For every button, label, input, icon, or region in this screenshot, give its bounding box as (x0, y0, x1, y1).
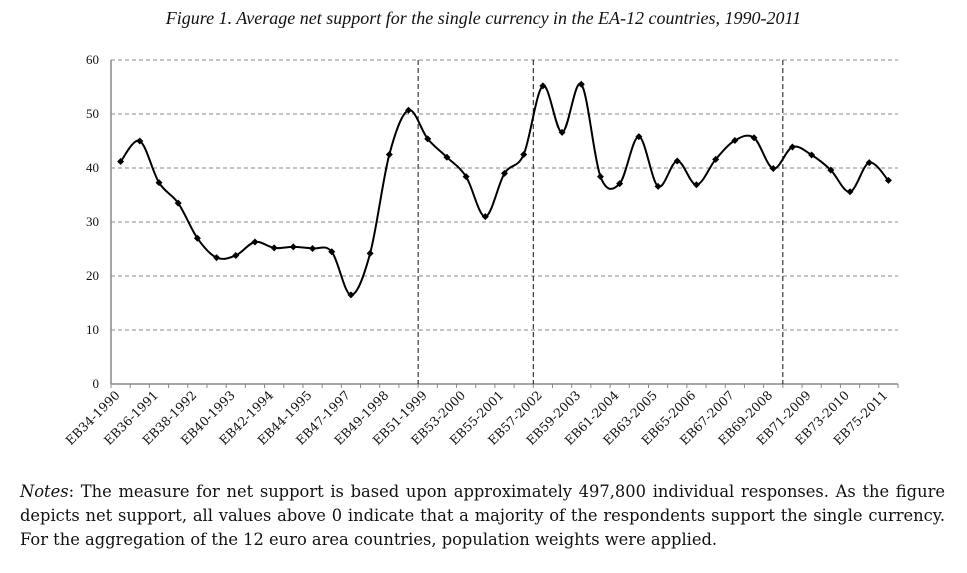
data-point (577, 80, 585, 88)
data-point (424, 135, 432, 143)
y-tick-label: 30 (86, 214, 99, 229)
y-tick-label: 20 (86, 268, 99, 283)
data-point (117, 158, 125, 166)
data-point (289, 243, 297, 251)
notes: Notes: The measure for net support is ba… (20, 480, 945, 552)
data-point (673, 157, 681, 165)
data-point (501, 169, 508, 177)
data-point (654, 182, 662, 190)
data-point (635, 133, 643, 141)
y-tick-label: 50 (86, 106, 99, 121)
data-point (539, 82, 547, 90)
data-point (366, 249, 374, 257)
data-point (596, 173, 604, 181)
data-point (136, 137, 144, 145)
data-point (309, 244, 317, 252)
data-point (481, 213, 489, 221)
series-line (119, 82, 890, 296)
data-point (213, 254, 221, 262)
data-point (827, 166, 835, 174)
data-point (347, 291, 355, 299)
data-point (462, 173, 470, 181)
data-point (443, 153, 451, 161)
chart-title: Figure 1. Average net support for the si… (165, 8, 802, 28)
data-point (712, 155, 720, 163)
data-point (731, 136, 739, 144)
data-point (616, 180, 624, 188)
data-point (788, 143, 796, 151)
notes-text: : The measure for net support is based u… (20, 482, 945, 549)
y-tick-label: 10 (86, 322, 99, 337)
data-point (884, 176, 892, 184)
data-point (193, 234, 201, 242)
data-point (155, 179, 163, 187)
data-point (520, 151, 528, 158)
data-point (232, 251, 240, 259)
notes-label: Notes (20, 482, 69, 501)
data-point (405, 106, 413, 114)
y-tick-label: 0 (93, 376, 100, 391)
line-chart: 0102030405060EB34-1990EB36-1991EB38-1992… (62, 52, 899, 448)
y-tick-label: 40 (86, 160, 99, 175)
data-point (769, 165, 777, 173)
data-point (692, 181, 700, 189)
data-point (174, 199, 182, 207)
data-point (750, 134, 758, 142)
data-point (558, 128, 566, 136)
data-point (328, 248, 336, 256)
data-point (270, 244, 278, 252)
data-point (808, 151, 816, 159)
data-point (846, 188, 854, 196)
y-tick-label: 60 (86, 52, 99, 67)
data-point (385, 151, 393, 158)
data-point (865, 159, 873, 167)
data-point (251, 238, 259, 246)
